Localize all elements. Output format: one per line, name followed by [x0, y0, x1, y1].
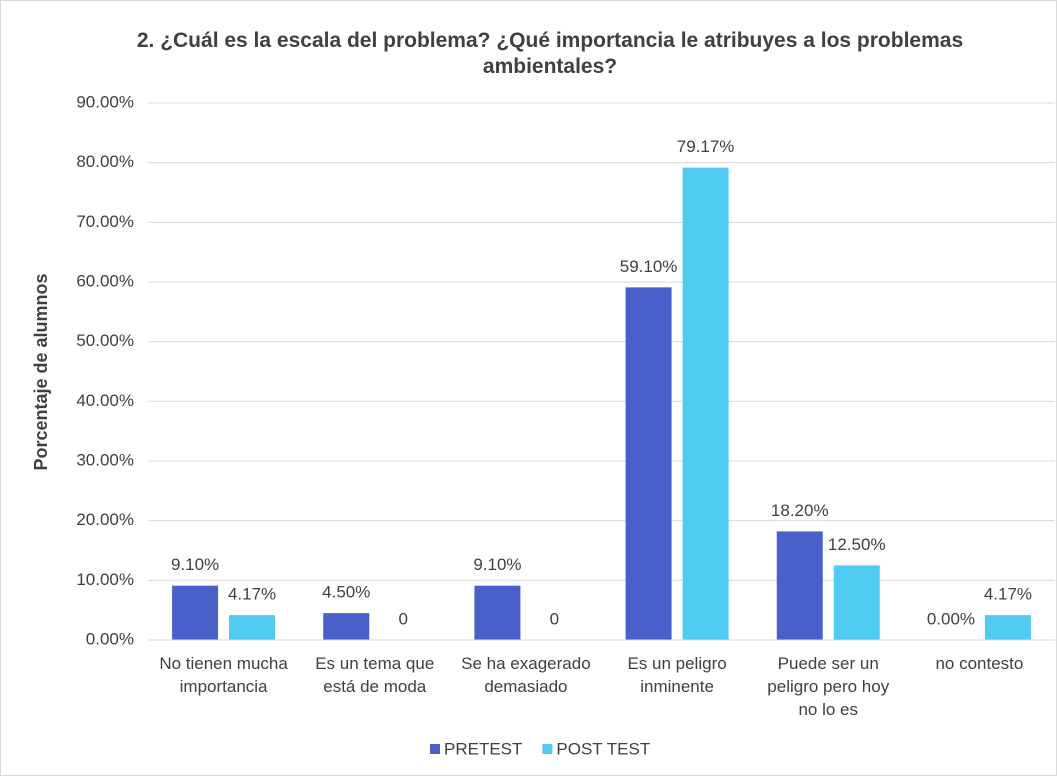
data-label: 79.17% [677, 137, 735, 156]
legend-label: POST TEST [556, 739, 650, 758]
bar [984, 615, 1031, 640]
legend-label: PRETEST [444, 739, 522, 758]
data-label: 18.20% [771, 501, 829, 520]
legend-swatch [542, 744, 553, 754]
y-tick-label: 60.00% [76, 271, 134, 290]
bar [682, 167, 729, 640]
y-tick-label: 50.00% [76, 331, 134, 350]
y-tick-label: 40.00% [76, 391, 134, 410]
chart-title: 2. ¿Cuál es la escala del problema? ¿Qué… [136, 29, 964, 78]
bar [474, 585, 521, 640]
bar [833, 565, 880, 640]
data-label: 9.10% [473, 555, 521, 574]
data-label: 59.10% [620, 257, 678, 276]
y-axis-label: Porcentaje de alumnos [31, 273, 51, 470]
legend-swatch [430, 744, 440, 754]
bar [172, 585, 219, 640]
x-tick-label: Es un tema que está de moda [315, 654, 435, 696]
x-tick-label: No tienen mucha importancia [159, 654, 288, 696]
data-label: 0.00% [927, 609, 975, 628]
y-tick-label: 10.00% [76, 570, 134, 589]
x-tick-label: Puede ser un peligro pero hoy no lo es [767, 654, 890, 719]
data-label: 9.10% [171, 555, 219, 574]
y-tick-label: 0.00% [86, 629, 134, 648]
y-tick-label: 90.00% [76, 92, 134, 111]
y-tick-label: 70.00% [76, 212, 134, 231]
y-tick-label: 30.00% [76, 450, 134, 469]
bar [776, 531, 823, 640]
bar [229, 615, 276, 640]
data-label: 0 [550, 609, 559, 628]
bar [323, 613, 370, 640]
y-tick-label: 20.00% [76, 510, 134, 529]
data-label: 0 [399, 609, 408, 628]
bar [625, 287, 672, 640]
data-label: 4.17% [228, 585, 276, 604]
data-label: 4.17% [984, 585, 1032, 604]
y-tick-label: 80.00% [76, 152, 134, 171]
x-tick-label: Es un peligro inminente [627, 654, 727, 696]
data-label: 12.50% [828, 535, 886, 554]
x-tick-label: no contesto [935, 654, 1024, 673]
x-tick-label: Se ha exagerado demasiado [461, 654, 591, 696]
data-label: 4.50% [322, 583, 370, 602]
